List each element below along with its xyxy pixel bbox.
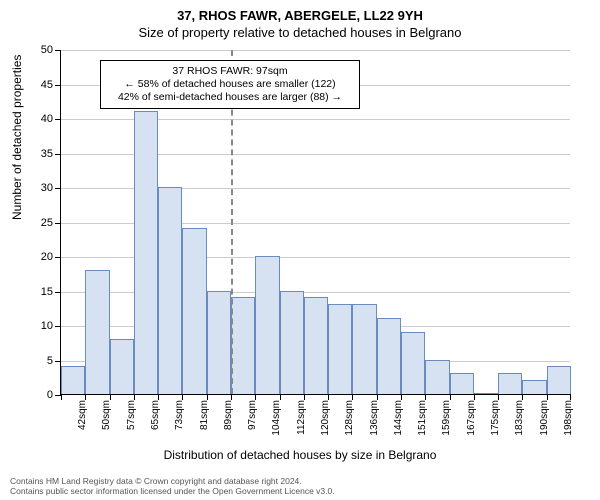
histogram-bar bbox=[231, 297, 255, 394]
x-tick-label: 128sqm bbox=[344, 400, 355, 436]
x-tick bbox=[207, 394, 208, 400]
histogram-bar bbox=[450, 373, 474, 394]
x-tick-label: 120sqm bbox=[320, 400, 331, 436]
x-axis-label: Distribution of detached houses by size … bbox=[0, 448, 600, 462]
histogram-bar bbox=[304, 297, 328, 394]
chart-area: 0510152025303540455042sqm50sqm57sqm65sqm… bbox=[60, 50, 570, 395]
x-tick bbox=[450, 394, 451, 400]
y-tick bbox=[55, 361, 61, 362]
y-tick bbox=[55, 154, 61, 155]
x-tick bbox=[328, 394, 329, 400]
x-tick-label: 104sqm bbox=[271, 400, 282, 436]
annotation-line3: 42% of semi-detached houses are larger (… bbox=[107, 91, 353, 104]
y-tick bbox=[55, 119, 61, 120]
x-tick bbox=[182, 394, 183, 400]
x-tick bbox=[474, 394, 475, 400]
x-tick bbox=[570, 394, 571, 400]
x-tick-label: 198sqm bbox=[563, 400, 574, 436]
x-tick-label: 50sqm bbox=[101, 400, 112, 430]
histogram-bar bbox=[61, 366, 85, 394]
y-tick-label: 30 bbox=[41, 182, 53, 194]
x-tick bbox=[401, 394, 402, 400]
histogram-bar bbox=[498, 373, 522, 394]
x-tick-label: 97sqm bbox=[247, 400, 258, 430]
histogram-bar bbox=[352, 304, 376, 394]
y-tick bbox=[55, 188, 61, 189]
x-tick bbox=[255, 394, 256, 400]
y-tick-label: 10 bbox=[41, 320, 53, 332]
x-tick-label: 81sqm bbox=[199, 400, 210, 430]
y-tick-label: 5 bbox=[47, 355, 53, 367]
x-tick bbox=[377, 394, 378, 400]
histogram-bar bbox=[182, 228, 206, 394]
y-tick-label: 35 bbox=[41, 148, 53, 160]
y-tick bbox=[55, 50, 61, 51]
x-tick-label: 151sqm bbox=[417, 400, 428, 436]
histogram-bar bbox=[328, 304, 352, 394]
annotation-line1: 37 RHOS FAWR: 97sqm bbox=[107, 65, 353, 78]
y-tick-label: 20 bbox=[41, 251, 53, 263]
x-tick bbox=[134, 394, 135, 400]
x-tick-label: 144sqm bbox=[393, 400, 404, 436]
x-tick-label: 136sqm bbox=[369, 400, 380, 436]
y-tick bbox=[55, 85, 61, 86]
y-tick-label: 50 bbox=[41, 44, 53, 56]
x-tick-label: 57sqm bbox=[126, 400, 137, 430]
x-tick-label: 73sqm bbox=[174, 400, 185, 430]
histogram-bar bbox=[522, 380, 546, 394]
x-tick bbox=[85, 394, 86, 400]
x-tick-label: 159sqm bbox=[441, 400, 452, 436]
y-tick-label: 45 bbox=[41, 79, 53, 91]
x-tick bbox=[547, 394, 548, 400]
title-subtitle: Size of property relative to detached ho… bbox=[0, 23, 600, 40]
y-tick bbox=[55, 326, 61, 327]
histogram-bar bbox=[547, 366, 571, 394]
x-tick-label: 89sqm bbox=[223, 400, 234, 430]
histogram-bar bbox=[255, 256, 279, 394]
y-tick bbox=[55, 292, 61, 293]
histogram-bar bbox=[474, 393, 498, 394]
histogram-bar bbox=[134, 111, 158, 394]
x-tick bbox=[61, 394, 62, 400]
histogram-bar bbox=[110, 339, 134, 394]
x-tick bbox=[352, 394, 353, 400]
y-tick-label: 15 bbox=[41, 286, 53, 298]
y-tick-label: 25 bbox=[41, 217, 53, 229]
x-tick-label: 175sqm bbox=[490, 400, 501, 436]
chart-container: 37, RHOS FAWR, ABERGELE, LL22 9YH Size o… bbox=[0, 0, 600, 500]
histogram-bar bbox=[280, 291, 304, 395]
histogram-bar bbox=[158, 187, 182, 394]
x-tick-label: 190sqm bbox=[539, 400, 550, 436]
x-tick bbox=[231, 394, 232, 400]
x-tick bbox=[425, 394, 426, 400]
y-tick-label: 40 bbox=[41, 113, 53, 125]
histogram-bar bbox=[207, 291, 231, 395]
x-tick bbox=[498, 394, 499, 400]
x-tick bbox=[280, 394, 281, 400]
title-address: 37, RHOS FAWR, ABERGELE, LL22 9YH bbox=[0, 0, 600, 23]
x-tick-label: 112sqm bbox=[296, 400, 307, 435]
gridline bbox=[61, 50, 570, 51]
histogram-bar bbox=[401, 332, 425, 394]
x-tick-label: 42sqm bbox=[77, 400, 88, 430]
histogram-bar bbox=[85, 270, 109, 394]
footer-line1: Contains HM Land Registry data © Crown c… bbox=[10, 476, 335, 486]
footer-attribution: Contains HM Land Registry data © Crown c… bbox=[10, 476, 335, 496]
annotation-box: 37 RHOS FAWR: 97sqm ← 58% of detached ho… bbox=[100, 60, 360, 109]
x-tick bbox=[158, 394, 159, 400]
y-tick bbox=[55, 223, 61, 224]
histogram-bar bbox=[377, 318, 401, 394]
histogram-bar bbox=[425, 360, 449, 395]
x-tick-label: 65sqm bbox=[150, 400, 161, 430]
y-tick-label: 0 bbox=[47, 389, 53, 401]
x-tick-label: 167sqm bbox=[466, 400, 477, 436]
y-tick bbox=[55, 257, 61, 258]
footer-line2: Contains public sector information licen… bbox=[10, 486, 335, 496]
x-tick bbox=[522, 394, 523, 400]
y-axis-label: Number of detached properties bbox=[10, 55, 24, 220]
x-tick-label: 183sqm bbox=[514, 400, 525, 436]
x-tick bbox=[304, 394, 305, 400]
annotation-line2: ← 58% of detached houses are smaller (12… bbox=[107, 78, 353, 91]
x-tick bbox=[110, 394, 111, 400]
